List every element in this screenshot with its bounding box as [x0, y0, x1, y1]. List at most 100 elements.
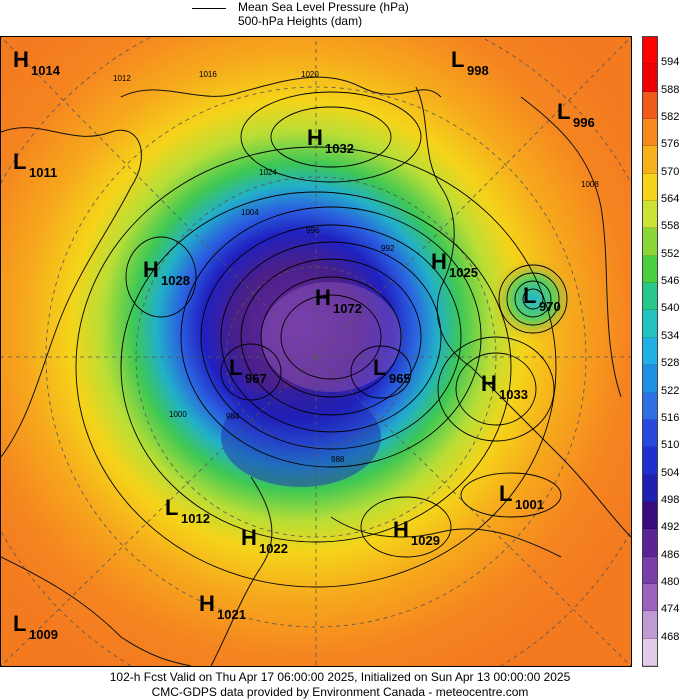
color-scale-cell: [643, 392, 657, 420]
pressure-center: H 1028: [143, 257, 190, 288]
isobar-label: 1012: [113, 74, 131, 83]
pressure-center: H 1022: [241, 525, 288, 556]
color-scale-cell: [643, 255, 657, 284]
pressure-center: H 1072: [315, 285, 362, 316]
svg-text:L: L: [373, 355, 386, 380]
color-scale-label: 510: [661, 439, 680, 452]
color-scale-label: 588: [661, 83, 680, 96]
pressure-center: H 1032: [307, 125, 354, 156]
pressure-center: L 1012: [165, 495, 210, 526]
isobar-label: 1008: [581, 180, 599, 189]
color-scale-label: 564: [661, 193, 680, 206]
color-scale-cell: [643, 501, 657, 530]
svg-text:L: L: [13, 611, 26, 636]
pressure-center: L 1009: [13, 611, 58, 642]
pressure-center: L 970: [523, 283, 561, 314]
svg-text:1011: 1011: [29, 165, 57, 180]
color-scale-cell: [643, 638, 657, 666]
map-legend: Mean Sea Level Pressure (hPa) 500-hPa He…: [190, 0, 490, 36]
color-scale-cell: [643, 91, 657, 120]
forecast-valid-line: 102-h Fcst Valid on Thu Apr 17 06:00:00 …: [109, 670, 571, 684]
svg-text:1021: 1021: [217, 607, 246, 622]
svg-text:1012: 1012: [181, 511, 210, 526]
color-scale-cell: [643, 119, 657, 147]
svg-text:1025: 1025: [449, 265, 478, 280]
isobar-label: 1024: [259, 168, 277, 177]
isobar-label: 1020: [301, 70, 319, 79]
color-scale-label: 558: [661, 220, 680, 233]
svg-text:1032: 1032: [325, 141, 354, 156]
pressure-center: H 1029: [393, 517, 440, 548]
isobars: [75, 91, 568, 588]
pressure-center: H 1033: [481, 371, 528, 402]
svg-text:967: 967: [245, 371, 267, 386]
legend-line-sample: [192, 8, 226, 9]
svg-text:H: H: [13, 47, 29, 72]
color-scale-label: 480: [661, 575, 680, 588]
legend-mslp-label: Mean Sea Level Pressure (hPa): [238, 0, 409, 14]
svg-text:H: H: [143, 257, 159, 282]
color-scale-label: 552: [661, 247, 680, 260]
weather-map: H 1014 L 998 L 996 H 1032 L 1011 H 1028 H 1025 …: [0, 36, 632, 667]
isobar-label: 988: [331, 455, 345, 464]
color-scale-label: 570: [661, 165, 680, 178]
polar-vortex-blob: [261, 282, 401, 392]
svg-text:H: H: [481, 371, 497, 396]
legend-heights-label: 500-hPa Heights (dam): [238, 14, 363, 28]
color-scale-cell: [643, 583, 657, 612]
svg-text:998: 998: [467, 63, 489, 78]
svg-text:1014: 1014: [31, 63, 61, 78]
isobar-label: 1016: [199, 70, 217, 79]
color-scale-cell: [643, 419, 657, 448]
svg-text:L: L: [165, 495, 178, 520]
color-scale-bar: [642, 36, 658, 667]
svg-text:L: L: [557, 99, 570, 124]
color-scale-cell: [643, 201, 657, 229]
pressure-centers: H 1014 L 998 L 996 H 1032 L 1011 H 1028 H 1025 …: [13, 47, 595, 642]
color-scale-label: 546: [661, 275, 680, 288]
pressure-center: H 1021: [199, 591, 246, 622]
color-scale-label: 474: [661, 603, 680, 616]
svg-text:L: L: [499, 481, 512, 506]
color-scale-cell: [643, 611, 657, 639]
svg-text:1028: 1028: [161, 273, 190, 288]
svg-text:1029: 1029: [411, 533, 440, 548]
svg-text:L: L: [523, 283, 536, 308]
color-scale-cell: [643, 337, 657, 366]
pressure-center: L 998: [451, 47, 489, 78]
isobar-label: 984: [226, 412, 240, 421]
color-scale-cell: [643, 474, 657, 502]
svg-text:1022: 1022: [259, 541, 288, 556]
color-scale-label: 486: [661, 548, 680, 561]
svg-text:L: L: [13, 149, 26, 174]
svg-text:L: L: [451, 47, 464, 72]
pressure-center: L 965: [373, 355, 411, 386]
color-scale-cell: [643, 310, 657, 338]
color-scale-cell: [643, 365, 657, 393]
color-scale-label: 534: [661, 329, 680, 342]
color-scale-cell: [643, 529, 657, 557]
svg-text:H: H: [393, 517, 409, 542]
svg-text:H: H: [431, 249, 447, 274]
map-svg: H 1014 L 998 L 996 H 1032 L 1011 H 1028 H 1025 …: [1, 37, 631, 666]
svg-text:L: L: [229, 355, 242, 380]
svg-text:1001: 1001: [515, 497, 544, 512]
svg-text:H: H: [315, 285, 331, 310]
color-scale-label: 492: [661, 521, 680, 534]
pressure-center: L 1011: [13, 149, 57, 180]
isobar-label: 996: [306, 226, 320, 235]
svg-text:996: 996: [573, 115, 595, 130]
color-scale-label: 576: [661, 138, 680, 151]
color-scale-cell: [643, 146, 657, 174]
color-scale-label: 468: [661, 630, 680, 643]
svg-text:1072: 1072: [333, 301, 362, 316]
isobar-labels: 1012 1016 1020 1024 1004 1000 992 996 98…: [113, 70, 599, 464]
data-credit-line: CMC-GDPS data provided by Environment Ca…: [151, 685, 529, 699]
color-scale-cell: [643, 556, 657, 584]
pressure-center: H 1025: [431, 249, 478, 280]
pressure-center: H 1014: [13, 47, 61, 78]
svg-text:970: 970: [539, 299, 561, 314]
isobar-label: 1004: [241, 208, 259, 217]
color-scale-cell: [643, 37, 657, 65]
isobar-label: 992: [381, 244, 395, 253]
